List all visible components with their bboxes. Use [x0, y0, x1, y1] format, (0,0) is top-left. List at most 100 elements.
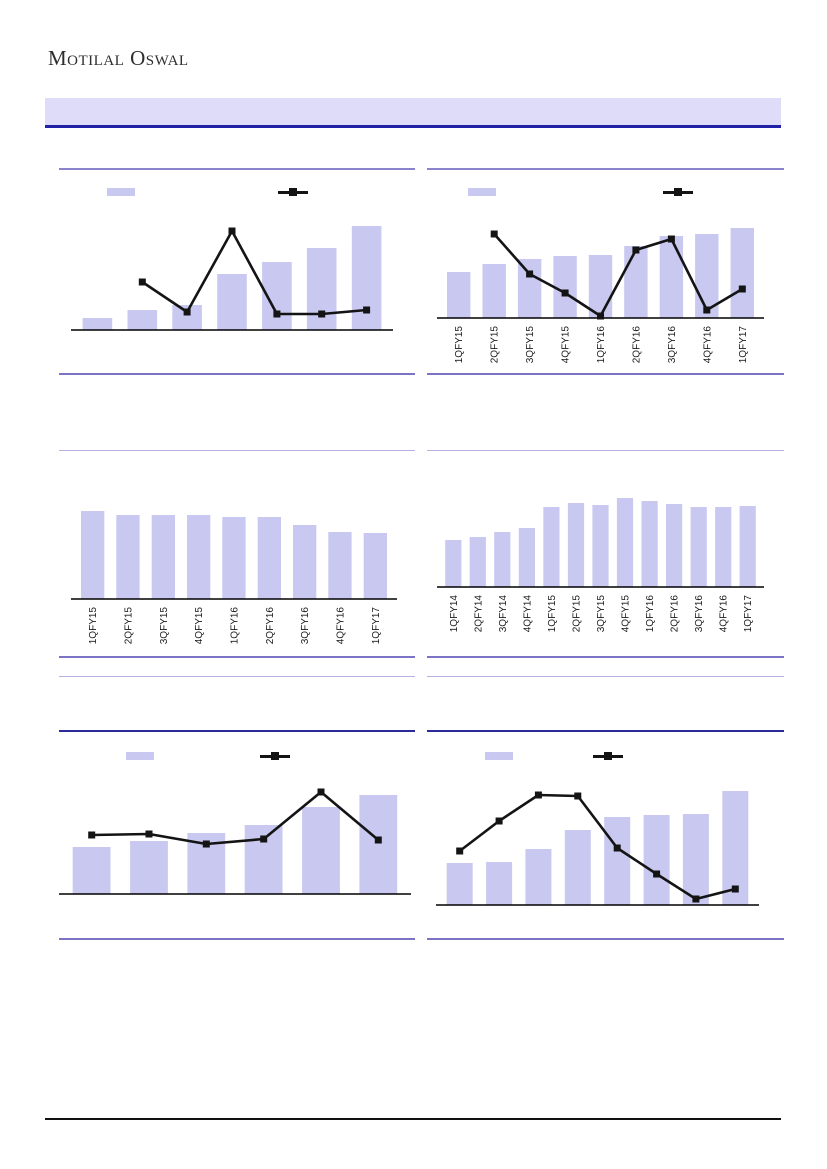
line-series-legend-marker-icon [663, 188, 693, 196]
chart-canvas [59, 170, 415, 373]
bar [616, 498, 634, 587]
footer-rule [45, 1118, 781, 1120]
line-series-legend-marker-icon [593, 752, 623, 760]
trend-line [458, 793, 736, 901]
bar [351, 226, 382, 330]
x-tick-label: 1QFY15 [547, 595, 558, 633]
x-tick-label: 2QFY15 [572, 595, 583, 633]
x-tick-label: 3QFY16 [694, 595, 705, 633]
line-marker [653, 870, 661, 878]
line-marker [363, 306, 371, 314]
bar [543, 507, 560, 587]
bar [517, 259, 542, 318]
bar [217, 274, 247, 330]
chart-svg [59, 788, 411, 895]
x-tick-label: 1QFY15 [454, 326, 465, 364]
x-tick-label: 1QFY17 [743, 595, 754, 633]
line-marker [456, 847, 464, 855]
chart-canvas: 1QFY14 2QFY14 3QFY14 4QFY14 1QFY15 2QFY15 3QFY… [427, 451, 784, 656]
line-marker [273, 310, 281, 318]
line-marker [495, 817, 503, 825]
bar [81, 511, 105, 599]
bar [486, 862, 513, 905]
bar-series-legend-swatch-icon [485, 752, 513, 760]
line-marker [574, 792, 582, 800]
bar [592, 505, 609, 587]
bar [739, 506, 756, 587]
chart-svg [436, 791, 759, 906]
chart-panel-middle-right: 1QFY14 2QFY14 3QFY14 4QFY14 1QFY15 2QFY15 3QFY… [427, 450, 784, 658]
x-tick-label: 1QFY17 [371, 607, 382, 645]
bar [564, 830, 591, 905]
x-tick-label: 4QFY15 [621, 595, 632, 633]
bar-series-legend-swatch-icon [107, 188, 135, 196]
line-marker [490, 230, 498, 238]
line-series-legend-marker-icon [278, 188, 308, 196]
line-marker [703, 306, 711, 314]
bar [359, 795, 398, 894]
trend-line [493, 233, 743, 318]
bar [293, 525, 317, 599]
bar [525, 849, 552, 905]
bar [518, 528, 535, 587]
x-tick-label: 4QFY16 [719, 595, 730, 633]
bar [82, 318, 113, 330]
x-tick-label: 4QFY15 [561, 326, 572, 364]
x-tick-label: 1QFY16 [230, 607, 241, 645]
line-marker [374, 836, 382, 844]
x-tick-label: 3QFY16 [667, 326, 678, 364]
line-marker [731, 885, 739, 893]
bar [567, 503, 585, 587]
chart-panel-top-left [59, 168, 415, 375]
chart-panel-bottom-right [427, 730, 784, 940]
bar [445, 540, 462, 587]
chart-panel-top-right: 1QFY15 2QFY15 3QFY15 4QFY15 1QFY16 2QFY16 3QFY… [427, 168, 784, 375]
x-tick-label: 2QFY16 [670, 595, 681, 633]
line-marker [613, 844, 621, 852]
trend-line [141, 229, 367, 316]
chart-svg: 1QFY14 2QFY14 3QFY14 4QFY14 1QFY15 2QFY15 3QFY… [437, 498, 764, 633]
bar [643, 815, 670, 905]
header-title-band [45, 98, 781, 128]
line-marker [534, 791, 542, 799]
bar [659, 236, 684, 318]
x-tick-label: 1QFY14 [449, 595, 460, 633]
bar-series-legend-swatch-icon [126, 752, 154, 760]
bar [257, 517, 281, 599]
bar [690, 507, 707, 587]
bar [302, 807, 340, 894]
line-marker [202, 840, 210, 848]
chart-canvas [427, 732, 784, 938]
bar [553, 256, 577, 318]
chart-svg [71, 226, 393, 331]
chart-canvas: 1QFY15 2QFY15 3QFY15 4QFY15 1QFY16 2QFY16 3QFY… [427, 170, 784, 373]
x-tick-label: 4QFY16 [336, 607, 347, 645]
bar [72, 847, 111, 894]
trend-line [91, 790, 380, 846]
x-tick-label: 2QFY16 [265, 607, 276, 645]
x-tick-label: 3QFY14 [498, 595, 509, 633]
bar [588, 255, 613, 318]
bar [328, 532, 352, 599]
bar [222, 517, 246, 599]
bar [730, 228, 754, 318]
bar [116, 515, 140, 599]
line-marker [260, 835, 268, 843]
bar [306, 248, 337, 330]
line-series-legend-marker-icon [260, 752, 290, 760]
x-tick-label: 4QFY15 [194, 607, 205, 645]
bar-series-legend-swatch-icon [468, 188, 496, 196]
bar [604, 817, 631, 905]
bar [666, 504, 683, 587]
line-marker [526, 270, 534, 278]
line-marker [145, 830, 153, 838]
bar [482, 264, 506, 318]
line-marker [317, 788, 325, 796]
bar [151, 515, 175, 599]
line-marker [228, 227, 236, 235]
line-marker [738, 285, 746, 293]
line-marker [667, 235, 675, 243]
x-tick-label: 2QFY15 [490, 326, 501, 364]
bar [127, 310, 158, 330]
